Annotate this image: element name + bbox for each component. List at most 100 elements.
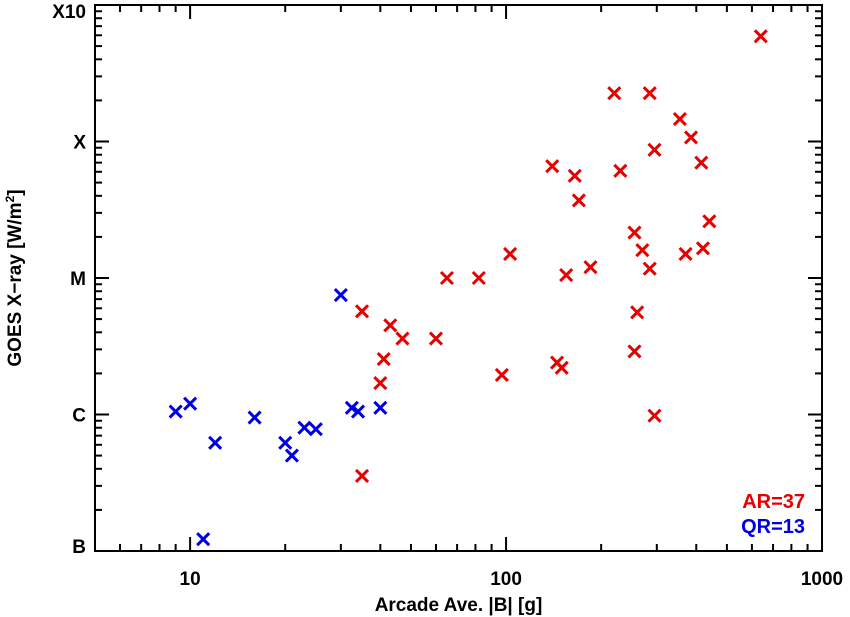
qr-data-point bbox=[373, 400, 388, 415]
ar-data-point bbox=[503, 246, 518, 262]
marker-stroke bbox=[694, 155, 709, 170]
marker-stroke bbox=[503, 246, 518, 262]
marker-stroke bbox=[571, 193, 586, 208]
ar-data-point bbox=[753, 29, 768, 44]
marker-stroke bbox=[168, 404, 183, 419]
ar-data-point bbox=[354, 304, 370, 319]
qr-data-point bbox=[308, 422, 323, 437]
marker-stroke bbox=[183, 396, 198, 411]
marker-stroke bbox=[373, 400, 388, 415]
marker-stroke bbox=[683, 130, 699, 145]
axis-ticks bbox=[94, 4, 823, 552]
legend-entry-ar: AR=37 bbox=[742, 491, 805, 513]
marker-stroke bbox=[208, 435, 223, 450]
x-tick-label: 1000 bbox=[801, 569, 843, 590]
ar-data-point bbox=[642, 86, 657, 101]
marker-stroke bbox=[308, 422, 323, 437]
ar-data-point bbox=[559, 268, 574, 283]
marker-stroke bbox=[613, 163, 628, 178]
marker-stroke bbox=[383, 318, 398, 333]
marker-stroke bbox=[678, 246, 693, 262]
marker-stroke bbox=[278, 435, 293, 450]
y-tick-label: X10 bbox=[52, 2, 86, 23]
plot-frame bbox=[94, 4, 823, 552]
marker-stroke bbox=[428, 331, 444, 346]
qr-data-point bbox=[284, 448, 299, 463]
ar-data-point bbox=[642, 261, 657, 276]
marker-stroke bbox=[702, 214, 717, 229]
tick-labels: 10 100 1000 B C M X X10 bbox=[52, 2, 843, 590]
ar-data-point bbox=[471, 270, 486, 286]
marker-stroke bbox=[395, 331, 410, 346]
marker-stroke bbox=[350, 404, 366, 419]
qr-data-point bbox=[278, 435, 293, 450]
marker-stroke bbox=[642, 86, 657, 101]
marker-stroke bbox=[642, 261, 657, 276]
marker-stroke bbox=[545, 159, 560, 174]
marker-stroke bbox=[471, 270, 486, 286]
ar-data-point bbox=[702, 214, 717, 229]
marker-stroke bbox=[753, 29, 768, 44]
y-tick-label: B bbox=[72, 537, 86, 558]
ar-data-point bbox=[694, 155, 709, 170]
y-tick-label: M bbox=[70, 269, 86, 290]
marker-stroke bbox=[630, 305, 645, 320]
ar-data-point bbox=[383, 318, 398, 333]
ar-data-point bbox=[583, 260, 598, 275]
ar-data-point bbox=[545, 159, 560, 174]
ar-data-point bbox=[647, 408, 662, 423]
qr-data-point bbox=[350, 404, 366, 419]
ar-data-point bbox=[695, 241, 711, 256]
marker-stroke bbox=[247, 410, 262, 425]
y-axis-title-main: GOES X−ray [W/m bbox=[5, 202, 26, 366]
ar-data-point bbox=[627, 225, 642, 240]
qr-data-point bbox=[333, 287, 348, 303]
y-axis-title: GOES X−ray [W/m2] bbox=[3, 189, 26, 366]
marker-stroke bbox=[567, 168, 582, 183]
y-tick-label: X bbox=[73, 133, 86, 154]
marker-stroke bbox=[376, 351, 391, 367]
qr-data-point bbox=[196, 532, 211, 547]
ar-data-point bbox=[672, 112, 687, 127]
marker-stroke bbox=[635, 243, 650, 258]
x-tick-label: 100 bbox=[490, 569, 522, 590]
marker-stroke bbox=[196, 532, 211, 547]
ar-data-point bbox=[571, 193, 586, 208]
marker-stroke bbox=[494, 367, 509, 382]
y-axis-title-end: ] bbox=[5, 189, 26, 195]
marker-stroke bbox=[297, 420, 312, 435]
marker-stroke bbox=[439, 270, 455, 286]
marker-stroke bbox=[672, 112, 687, 127]
marker-stroke bbox=[354, 468, 370, 483]
marker-stroke bbox=[284, 448, 299, 463]
marker-stroke bbox=[627, 225, 642, 240]
ar-data-point bbox=[439, 270, 455, 286]
ar-data-point bbox=[627, 344, 642, 359]
ar-data-point bbox=[683, 130, 699, 145]
ar-data-point bbox=[678, 246, 693, 262]
qr-data-point bbox=[297, 420, 312, 435]
ar-data-point bbox=[373, 375, 388, 391]
ar-data-point bbox=[428, 331, 444, 346]
qr-data-point bbox=[247, 410, 262, 425]
data-points bbox=[168, 29, 768, 547]
qr-data-point bbox=[208, 435, 223, 450]
marker-stroke bbox=[354, 304, 370, 319]
marker-stroke bbox=[695, 241, 711, 256]
marker-stroke bbox=[559, 268, 574, 283]
qr-data-point bbox=[168, 404, 183, 419]
marker-stroke bbox=[554, 360, 569, 375]
ar-data-point bbox=[376, 351, 391, 367]
ar-data-point bbox=[395, 331, 410, 346]
legend: AR=37 QR=13 bbox=[741, 491, 805, 538]
ar-data-point bbox=[494, 367, 509, 382]
marker-stroke bbox=[647, 408, 662, 423]
ar-data-point bbox=[354, 468, 370, 483]
y-tick-label: C bbox=[72, 406, 86, 427]
ar-data-point bbox=[567, 168, 582, 183]
ar-data-point bbox=[607, 86, 622, 101]
y-axis-title-sup: 2 bbox=[3, 195, 17, 202]
ar-data-point bbox=[635, 243, 650, 258]
marker-stroke bbox=[647, 142, 662, 157]
